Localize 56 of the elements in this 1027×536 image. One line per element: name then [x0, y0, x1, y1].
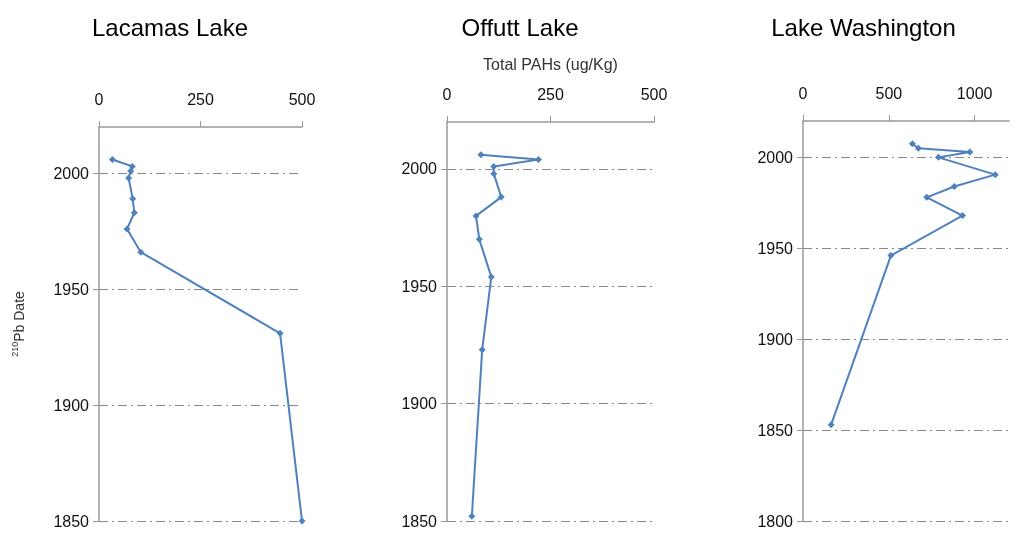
y-tick-label: 1900 — [53, 396, 90, 414]
chart-title: Lacamas Lake — [91, 13, 249, 41]
point — [108, 155, 116, 163]
y-tick-label: 1850 — [401, 512, 438, 530]
point — [490, 170, 498, 178]
point — [934, 153, 942, 161]
point — [958, 212, 966, 220]
y-tick-label: 2000 — [53, 164, 90, 182]
point — [887, 252, 895, 260]
point — [128, 162, 136, 170]
point — [129, 195, 137, 203]
y-tick-label: 1800 — [757, 512, 794, 530]
chart-title: Offutt Lake — [461, 13, 579, 41]
y-tick-label: 2000 — [757, 148, 794, 166]
point — [137, 248, 145, 256]
y-tick-label: 1950 — [757, 239, 794, 257]
x-axis-title: Total PAHs (ug/Kg) — [483, 55, 618, 73]
point — [487, 273, 495, 281]
point — [966, 148, 974, 156]
y-axis-title: 210Pb Date — [9, 290, 27, 357]
point — [472, 212, 480, 220]
point — [490, 163, 498, 171]
x-tick-label: 0 — [442, 85, 452, 103]
y-tick-label: 2000 — [401, 160, 438, 178]
point — [477, 151, 485, 159]
point — [497, 193, 505, 201]
chart-title: Lake Washington — [771, 13, 956, 41]
point — [298, 517, 306, 525]
y-tick-label: 1950 — [401, 277, 438, 295]
x-tick-label: 500 — [288, 90, 316, 108]
point — [923, 193, 931, 201]
point — [475, 235, 483, 243]
point — [534, 156, 542, 164]
x-tick-label: 0 — [798, 84, 808, 102]
point — [914, 144, 922, 152]
x-tick-label: 250 — [187, 90, 214, 108]
x-tick-label: 500 — [875, 84, 903, 102]
point — [478, 346, 486, 354]
point — [130, 209, 138, 217]
x-tick-label: 1000 — [956, 84, 993, 102]
point — [950, 182, 958, 190]
point — [127, 167, 135, 175]
x-tick-label: 0 — [94, 90, 104, 108]
y-tick-label: 1950 — [53, 280, 90, 298]
y-tick-label: 1900 — [757, 330, 794, 348]
y-tick-label: 1850 — [53, 512, 90, 530]
x-tick-label: 500 — [640, 85, 668, 103]
point — [468, 512, 476, 520]
y-tick-label: 1850 — [757, 421, 794, 439]
point — [908, 140, 916, 148]
x-tick-label: 250 — [537, 85, 564, 103]
point — [827, 421, 835, 429]
y-tick-label: 1900 — [401, 395, 438, 413]
point — [123, 225, 131, 233]
point — [125, 174, 133, 182]
point — [276, 329, 284, 337]
